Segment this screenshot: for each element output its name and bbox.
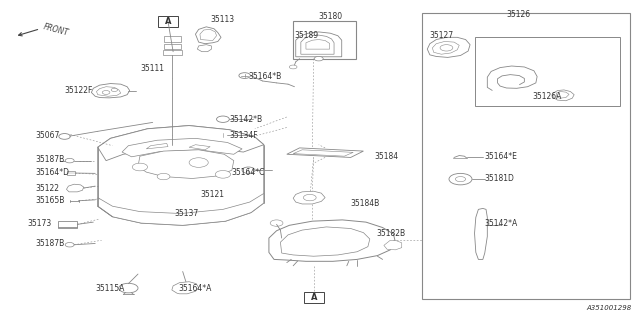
Text: A351001298: A351001298 (586, 305, 632, 311)
Text: 35121: 35121 (200, 190, 224, 199)
Text: 35164*D: 35164*D (36, 168, 70, 177)
Circle shape (456, 177, 466, 182)
Text: 35173: 35173 (28, 219, 52, 228)
Circle shape (449, 173, 472, 185)
Circle shape (111, 88, 118, 92)
Polygon shape (428, 37, 470, 57)
Text: 35164*A: 35164*A (178, 284, 212, 292)
Text: 35113: 35113 (210, 15, 234, 24)
Bar (474, 37, 620, 107)
Polygon shape (306, 40, 330, 49)
Circle shape (59, 133, 70, 139)
Polygon shape (138, 150, 234, 179)
Text: 35187B: 35187B (36, 155, 65, 164)
Polygon shape (384, 240, 402, 250)
Polygon shape (97, 87, 121, 96)
Text: 35142*A: 35142*A (484, 219, 518, 228)
Text: 35126: 35126 (506, 10, 531, 19)
Polygon shape (200, 29, 216, 41)
Circle shape (242, 167, 255, 173)
Bar (163, 50, 182, 55)
Polygon shape (293, 150, 353, 156)
Text: 35137: 35137 (174, 209, 198, 218)
Text: 35182B: 35182B (376, 229, 405, 238)
Polygon shape (287, 148, 364, 157)
Text: A: A (164, 17, 172, 26)
Polygon shape (172, 282, 198, 294)
Text: 35180: 35180 (319, 12, 343, 21)
Text: 35184B: 35184B (351, 199, 380, 208)
Polygon shape (553, 90, 574, 101)
Polygon shape (556, 92, 569, 98)
Text: 35184: 35184 (374, 152, 399, 161)
Circle shape (289, 65, 297, 69)
Circle shape (215, 171, 230, 178)
Text: 35189: 35189 (294, 31, 319, 40)
Circle shape (440, 45, 453, 51)
Bar (158, 16, 178, 27)
Bar (422, 13, 630, 299)
Text: 35164*E: 35164*E (484, 152, 518, 161)
Bar (293, 21, 356, 59)
Polygon shape (293, 191, 325, 204)
Polygon shape (98, 125, 264, 161)
Text: 35164*B: 35164*B (248, 72, 282, 81)
Polygon shape (269, 220, 396, 261)
Circle shape (216, 116, 229, 123)
Polygon shape (474, 208, 487, 260)
Circle shape (119, 283, 138, 293)
Circle shape (102, 91, 110, 94)
Polygon shape (147, 143, 168, 149)
Polygon shape (92, 84, 130, 98)
Text: 35134F: 35134F (229, 131, 258, 140)
Polygon shape (197, 45, 211, 52)
Text: 35187B: 35187B (36, 239, 65, 248)
Circle shape (65, 158, 74, 163)
Text: 35164*C: 35164*C (232, 168, 265, 177)
Circle shape (218, 133, 227, 137)
Polygon shape (301, 35, 334, 54)
Polygon shape (98, 125, 264, 225)
Bar (164, 44, 180, 49)
Circle shape (303, 195, 316, 201)
Text: 35111: 35111 (140, 64, 164, 73)
Text: 35165B: 35165B (36, 196, 65, 205)
Text: 35142*B: 35142*B (229, 115, 262, 124)
Bar (58, 220, 77, 228)
Circle shape (189, 158, 208, 167)
Text: FRONT: FRONT (42, 22, 70, 38)
Polygon shape (67, 184, 84, 192)
Text: 35067: 35067 (36, 131, 60, 140)
Text: A: A (311, 293, 317, 302)
Circle shape (270, 220, 283, 226)
Text: 35122: 35122 (36, 184, 60, 193)
Circle shape (65, 243, 74, 247)
Circle shape (239, 73, 250, 78)
Text: 35127: 35127 (430, 31, 454, 40)
Circle shape (314, 56, 323, 61)
Polygon shape (189, 145, 210, 150)
Text: 35115A: 35115A (95, 284, 125, 292)
Text: 35181D: 35181D (484, 174, 515, 183)
Bar (304, 292, 324, 303)
Polygon shape (122, 138, 242, 157)
Polygon shape (487, 66, 537, 91)
Polygon shape (296, 32, 342, 57)
Polygon shape (433, 42, 460, 54)
Bar (164, 36, 180, 42)
Text: 35126A: 35126A (532, 92, 561, 101)
Bar (67, 172, 76, 175)
Polygon shape (98, 194, 264, 225)
Circle shape (132, 163, 148, 171)
Circle shape (157, 173, 170, 180)
Text: 35122F: 35122F (65, 86, 93, 95)
Polygon shape (195, 27, 221, 44)
Polygon shape (280, 227, 370, 256)
